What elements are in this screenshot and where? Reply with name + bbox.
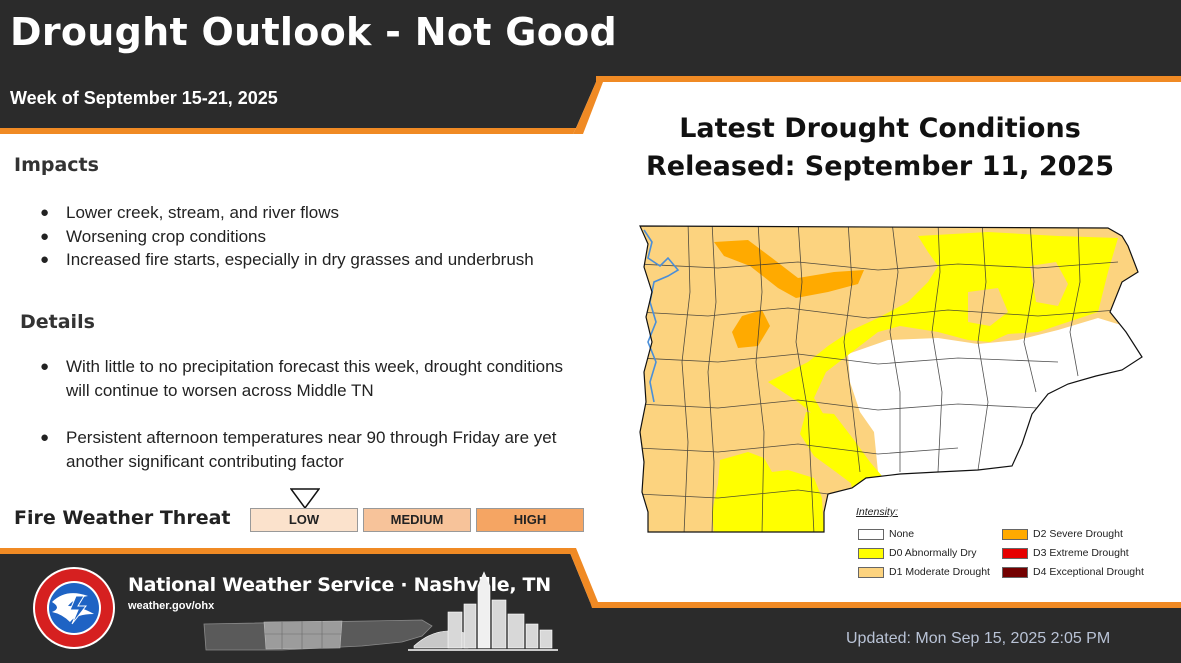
list-item: ● With little to no precipitation forecas…: [40, 357, 564, 400]
week-subtitle: Week of September 15-21, 2025: [10, 88, 278, 108]
selected-level-marker-icon: [290, 488, 320, 510]
legend-title: Intensity:: [856, 506, 899, 518]
updated-timestamp: Updated: Mon Sep 15, 2025 2:05 PM: [846, 630, 1111, 647]
list-item: ● Persistent afternoon temperatures near …: [40, 428, 557, 471]
office-name: National Weather Service · Nashville, TN: [128, 574, 551, 596]
header-band: [0, 0, 1181, 76]
legend-item: D2 Severe Drought: [1002, 528, 1123, 542]
threat-level-low: LOW: [250, 508, 358, 532]
legend-item: D0 Abnormally Dry: [858, 547, 977, 561]
legend-item: None: [858, 528, 914, 542]
legend-swatch: [1002, 547, 1028, 559]
fire-weather-label: Fire Weather Threat: [14, 507, 231, 529]
legend-swatch: [1002, 566, 1028, 578]
legend-item: D3 Extreme Drought: [1002, 547, 1129, 561]
impacts-list: ● Lower creek, stream, and river flows ● W…: [38, 201, 578, 272]
list-item: ● Lower creek, stream, and river flows: [40, 203, 340, 222]
office-url[interactable]: weather.gov/ohx: [128, 600, 215, 612]
drought-map: [639, 225, 1143, 533]
legend-swatch: [858, 547, 884, 559]
details-heading: Details: [20, 311, 95, 333]
nws-logo-icon: [33, 567, 115, 649]
legend-item: D1 Moderate Drought: [858, 566, 990, 580]
impacts-heading: Impacts: [14, 154, 99, 176]
threat-level-high: HIGH: [476, 508, 584, 532]
map-title-line2: Released: September 11, 2025: [646, 151, 1114, 182]
tennessee-silhouette-icon: [203, 619, 433, 651]
legend-swatch: [1002, 528, 1028, 540]
nashville-skyline-icon: [408, 571, 558, 651]
map-title: Latest Drought Conditions Released: Sept…: [620, 110, 1140, 186]
page-title: Drought Outlook - Not Good: [10, 10, 618, 54]
legend-item: D4 Exceptional Drought: [1002, 566, 1144, 580]
legend-swatch: [858, 528, 884, 540]
subtitle-band: [0, 76, 1181, 136]
legend-swatch: [858, 566, 884, 578]
map-title-line1: Latest Drought Conditions: [679, 113, 1081, 144]
list-item: ● Increased fire starts, especially in dr…: [40, 250, 534, 269]
list-item: ● Worsening crop conditions: [40, 226, 267, 246]
details-list: ● With little to no precipitation forecas…: [38, 355, 578, 473]
threat-level-medium: MEDIUM: [363, 508, 471, 532]
